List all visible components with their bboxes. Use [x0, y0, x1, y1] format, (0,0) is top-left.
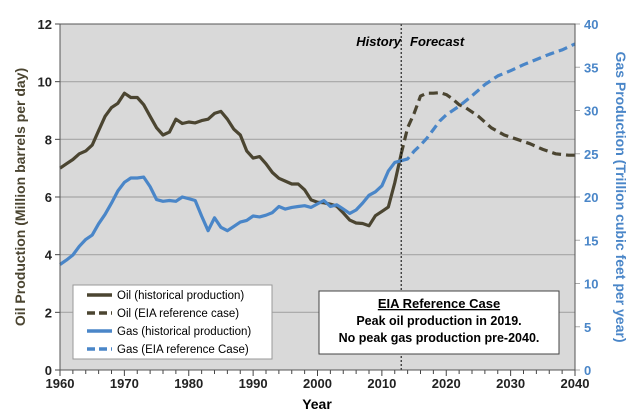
plot-border: [59, 23, 576, 371]
callout-line1: Peak oil production in 2019.: [356, 314, 521, 328]
y-tick-label: 2: [45, 305, 52, 320]
callout-title: EIA Reference Case: [378, 296, 500, 311]
x-tick-label: 2000: [303, 376, 332, 391]
x-tick-label: 1990: [239, 376, 268, 391]
series-line-gas-historical-production: [59, 159, 402, 266]
y2-tick-label: 25: [584, 147, 598, 162]
legend-label: Gas (historical production): [117, 326, 251, 338]
y2-tick-label: 20: [584, 190, 598, 205]
series-line-oil-historical-production: [59, 91, 403, 228]
y2-tick-label: 0: [584, 363, 591, 378]
legend: Oil (historical production) Oil (EIA ref…: [72, 284, 273, 360]
history-label: History: [356, 34, 402, 49]
x-tick-label: 1970: [110, 376, 139, 391]
y-tick-label: 0: [45, 363, 52, 378]
x-tick-label: 2020: [432, 376, 461, 391]
x-tick-label: 1960: [46, 376, 75, 391]
y2-tick-label: 10: [584, 277, 598, 292]
callout-box: EIA Reference Case Peak oil production i…: [318, 290, 560, 355]
y-tick-label: 12: [38, 17, 52, 32]
legend-label: Oil (EIA reference case): [117, 308, 239, 320]
y-axis-label: Oil Production (Million barrels per day): [12, 68, 28, 326]
y-tick-label: 4: [45, 248, 53, 263]
x-tick-label: 1980: [174, 376, 203, 391]
y2-tick-label: 40: [584, 17, 598, 32]
y-tick-label: 10: [38, 75, 52, 90]
x-axis-label: Year: [302, 396, 332, 412]
y2-tick-label: 5: [584, 320, 591, 335]
series-line-gas-eia-reference-case: [400, 42, 576, 163]
forecast-label: Forecast: [410, 34, 465, 49]
x-tick-label: 2010: [367, 376, 396, 391]
y2-tick-label: 30: [584, 104, 598, 119]
y-tick-label: 8: [45, 132, 52, 147]
callout-line2: No peak gas production pre-2040.: [339, 331, 540, 345]
y2-axis-label: Gas Production (Trillion cubic feet per …: [613, 52, 629, 343]
series-line-oil-eia-reference-case: [399, 90, 575, 157]
legend-label: Gas (EIA reference Case): [117, 344, 249, 356]
legend-label: Oil (historical production): [117, 290, 244, 302]
y-tick-label: 6: [45, 190, 52, 205]
x-tick-label: 2030: [496, 376, 525, 391]
y2-tick-label: 15: [584, 233, 598, 248]
x-tick-label: 2040: [561, 376, 590, 391]
y2-tick-label: 35: [584, 60, 598, 75]
